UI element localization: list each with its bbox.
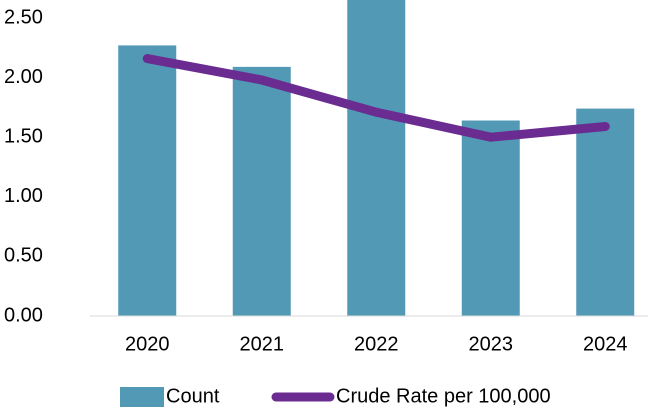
- legend-label: Crude Rate per 100,000: [336, 385, 551, 407]
- y-tick-label: 2.50: [4, 6, 43, 28]
- x-tick-label: 2020: [125, 333, 170, 355]
- y-tick-label: 0.00: [4, 304, 43, 326]
- bar: [347, 0, 406, 317]
- x-tick-label: 2021: [240, 333, 285, 355]
- legend-label: Count: [166, 385, 220, 407]
- bar: [461, 120, 520, 317]
- bar: [118, 45, 177, 316]
- line: [142, 54, 610, 142]
- x-tick-label: 2024: [583, 333, 628, 355]
- x-tick-label: 2023: [469, 333, 514, 355]
- x-tick-label: 2022: [354, 333, 399, 355]
- bar: [576, 108, 635, 316]
- y-tick-label: 0.50: [4, 245, 43, 267]
- y-tick-label: 2.00: [4, 66, 43, 88]
- y-tick-label: 1.00: [4, 185, 43, 207]
- y-tick-label: 1.50: [4, 125, 43, 147]
- bar: [232, 66, 291, 316]
- legend-swatch: [120, 387, 164, 407]
